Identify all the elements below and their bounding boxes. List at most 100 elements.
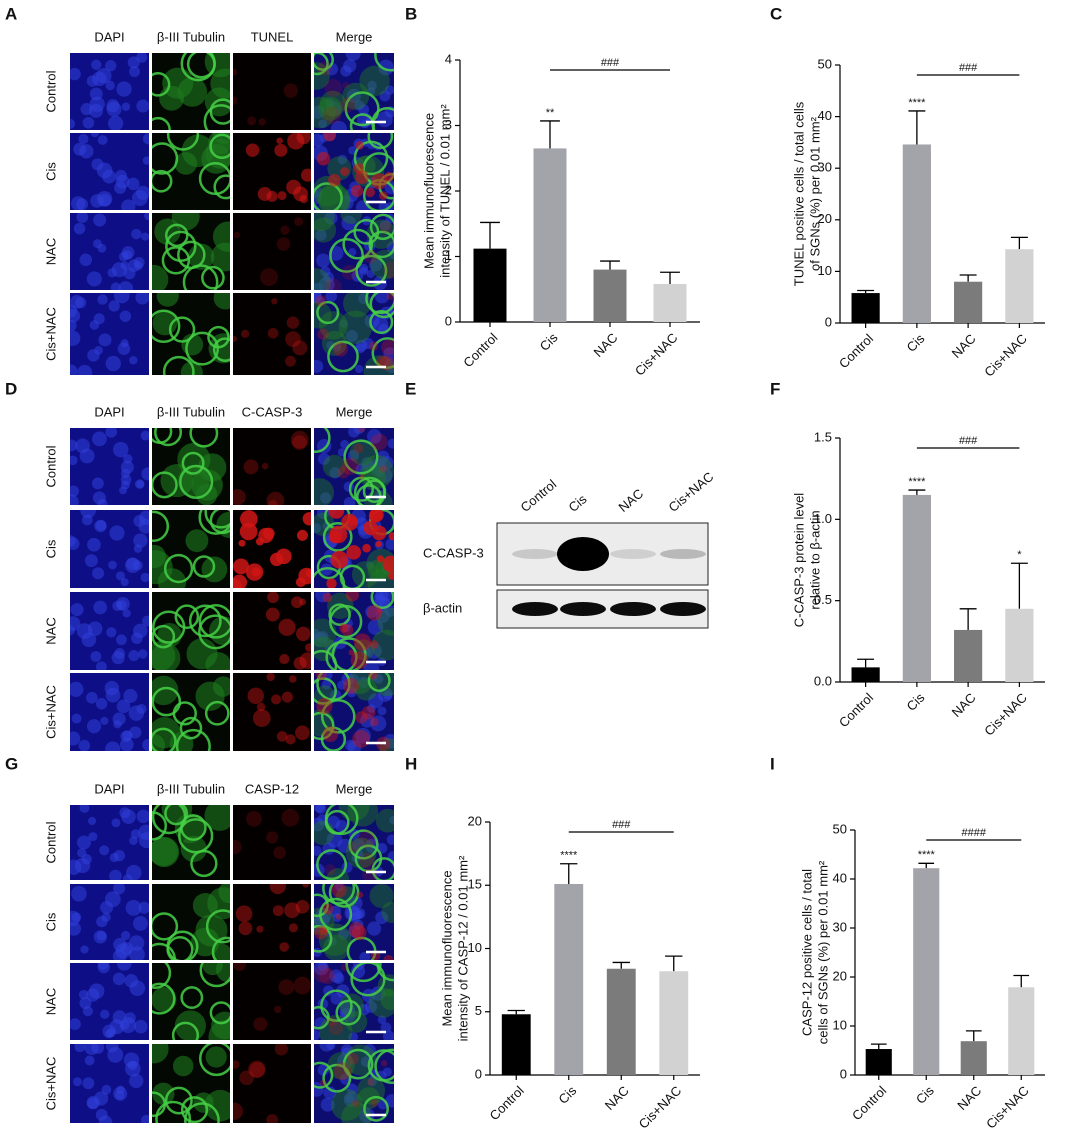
- micrograph: [233, 884, 311, 960]
- cell-blob: [379, 464, 388, 473]
- cell-blob: [335, 913, 342, 920]
- cell-blob: [342, 81, 350, 89]
- cell-blob: [348, 921, 365, 938]
- cell-blob: [320, 726, 347, 751]
- cell-blob: [348, 649, 355, 656]
- bar: [865, 1049, 892, 1075]
- cell-blob: [367, 921, 382, 936]
- cell-blob: [73, 222, 86, 235]
- cell-blob: [322, 454, 346, 478]
- cell-blob: [112, 972, 126, 986]
- cell-blob: [88, 832, 98, 842]
- cell-blob: [91, 59, 102, 70]
- cell-blob: [239, 1070, 255, 1086]
- x-tick-label: Cis+NAC: [981, 331, 1030, 380]
- cell-blob: [337, 154, 348, 165]
- cell-blob: [387, 438, 394, 449]
- cell-blob: [388, 571, 394, 580]
- y-tick-label: 4: [445, 51, 452, 66]
- cell-blob: [375, 541, 382, 548]
- cell-blob: [233, 489, 246, 505]
- cell-blob: [266, 491, 285, 505]
- x-tick-label: Control: [460, 330, 500, 370]
- cell-blob: [379, 219, 391, 231]
- cell-blob: [123, 688, 138, 704]
- cell-blob: [120, 577, 129, 587]
- cell-blob: [120, 930, 131, 941]
- cell-blob: [364, 313, 380, 329]
- row-label: Cis+NAC: [43, 685, 58, 739]
- y-tick-label: 30: [833, 919, 847, 934]
- cell-blob: [152, 727, 177, 751]
- cell-blob: [204, 510, 230, 529]
- blot-band: [560, 602, 606, 616]
- cell-blob: [314, 566, 346, 588]
- cell-blob: [87, 537, 101, 552]
- bar: [902, 494, 931, 682]
- cell-blob: [330, 1088, 363, 1121]
- cell-blob: [352, 1099, 360, 1108]
- cell-blob: [322, 592, 333, 603]
- cell-blob: [125, 557, 141, 573]
- cell-blob: [292, 435, 307, 451]
- cell-blob: [345, 592, 359, 602]
- blot-row-label: C-CASP-3: [423, 545, 484, 560]
- cell-blob: [92, 491, 106, 505]
- cell-blob: [119, 486, 128, 495]
- micrograph: [70, 293, 149, 375]
- comparison-label: ###: [601, 57, 620, 69]
- cell-blob: [367, 429, 382, 444]
- cell-blob: [330, 120, 347, 130]
- cell-blob: [320, 699, 356, 734]
- panel-letter: F: [770, 379, 780, 398]
- cell-blob: [276, 137, 283, 144]
- cell-blob: [100, 716, 109, 725]
- blot-band: [660, 602, 706, 616]
- cell-blob: [320, 1097, 335, 1112]
- cell-blob: [198, 510, 230, 535]
- micrograph-bg: [233, 428, 311, 505]
- micrograph: [233, 963, 311, 1040]
- cell-blob: [368, 230, 394, 259]
- cell-blob: [380, 1060, 388, 1067]
- x-tick-label: Control: [849, 1083, 889, 1123]
- cell-blob: [296, 626, 311, 642]
- cell-blob: [98, 1115, 113, 1123]
- cell-blob: [276, 731, 288, 742]
- cell-blob: [180, 53, 216, 82]
- cell-blob: [349, 439, 376, 466]
- cell-blob: [205, 909, 230, 944]
- cell-blob: [152, 169, 173, 193]
- x-tick-label: Cis: [904, 690, 928, 714]
- micrograph: [233, 805, 311, 880]
- cell-blob: [152, 510, 170, 542]
- cell-blob: [369, 293, 394, 319]
- cell-blob: [70, 535, 76, 547]
- cell-blob: [374, 592, 384, 601]
- micrograph-bg: [233, 592, 311, 670]
- cell-blob: [319, 927, 328, 935]
- x-tick-label: Cis+NAC: [981, 690, 1030, 739]
- cell-blob: [299, 598, 307, 606]
- cell-blob: [117, 342, 131, 356]
- y-tick-label: 0: [840, 1066, 847, 1081]
- micrograph: [70, 805, 149, 880]
- cell-blob: [107, 268, 117, 278]
- x-tick-label: Cis: [537, 330, 561, 354]
- cell-blob: [337, 466, 350, 479]
- cell-blob: [273, 1005, 282, 1014]
- cell-blob: [275, 548, 292, 565]
- y-axis-label: intensity of TUNEL / 0.01 mm²: [437, 104, 452, 278]
- cell-blob: [152, 471, 178, 499]
- cell-blob: [123, 454, 133, 464]
- cell-blob: [109, 525, 125, 541]
- cell-blob: [152, 982, 176, 1015]
- cell-blob: [265, 607, 280, 622]
- cell-blob: [325, 641, 358, 670]
- cell-blob: [370, 592, 394, 609]
- cell-blob: [248, 1060, 266, 1079]
- cell-blob: [272, 905, 284, 917]
- cell-blob: [240, 329, 250, 338]
- cell-blob: [100, 901, 114, 915]
- cell-blob: [185, 529, 209, 553]
